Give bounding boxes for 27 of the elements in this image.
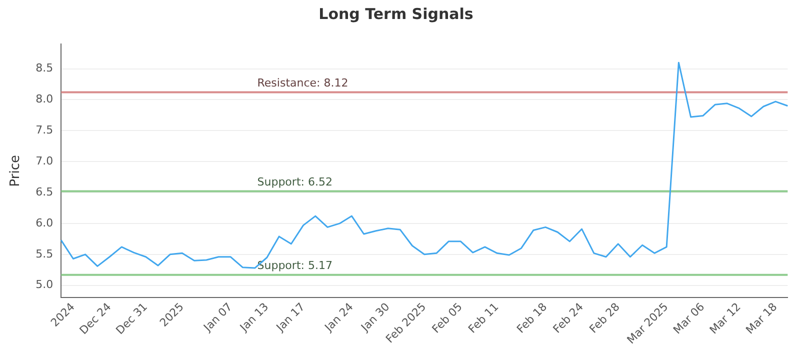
y-tick-label: 7.0 bbox=[36, 154, 54, 168]
y-axis-title: Price bbox=[8, 155, 24, 187]
x-tick-label: Jan 17 bbox=[273, 300, 308, 335]
x-tick-label: Jan 13 bbox=[236, 300, 272, 335]
y-tick-label: 6.5 bbox=[36, 185, 54, 198]
ref-line-label: Resistance: 8.12 bbox=[257, 76, 348, 90]
x-tick-label: Dec 31 bbox=[113, 300, 150, 337]
x-tick-label: Feb 18 bbox=[514, 300, 550, 336]
ref-line-label: Support: 6.52 bbox=[257, 176, 332, 189]
y-tick-label: 8.0 bbox=[36, 92, 54, 106]
x-tick-label: Mar 06 bbox=[670, 300, 708, 337]
x-tick-label: Dec 24 bbox=[77, 300, 114, 337]
ref-line-label: Support: 5.17 bbox=[257, 259, 332, 272]
y-tick-label: 6.0 bbox=[36, 216, 54, 230]
x-tick-label: Jan 07 bbox=[200, 300, 235, 335]
x-tick-label: Mar 12 bbox=[707, 300, 744, 337]
y-tick-label: 7.5 bbox=[36, 123, 54, 136]
x-tick-label: Jan 24 bbox=[322, 300, 356, 335]
x-tick-label: Mar 18 bbox=[743, 300, 780, 337]
x-tick-label: Feb 28 bbox=[586, 300, 622, 336]
x-tick-label: Feb 24 bbox=[550, 300, 586, 336]
y-tick-label: 5.5 bbox=[36, 247, 54, 260]
y-tick-label: 8.5 bbox=[36, 62, 54, 75]
x-tick-label: Feb 11 bbox=[466, 300, 502, 336]
chart-title: Long Term Signals bbox=[318, 4, 474, 23]
x-tick-label: Feb 05 bbox=[430, 300, 465, 336]
y-tick-label: 5.0 bbox=[36, 278, 54, 292]
